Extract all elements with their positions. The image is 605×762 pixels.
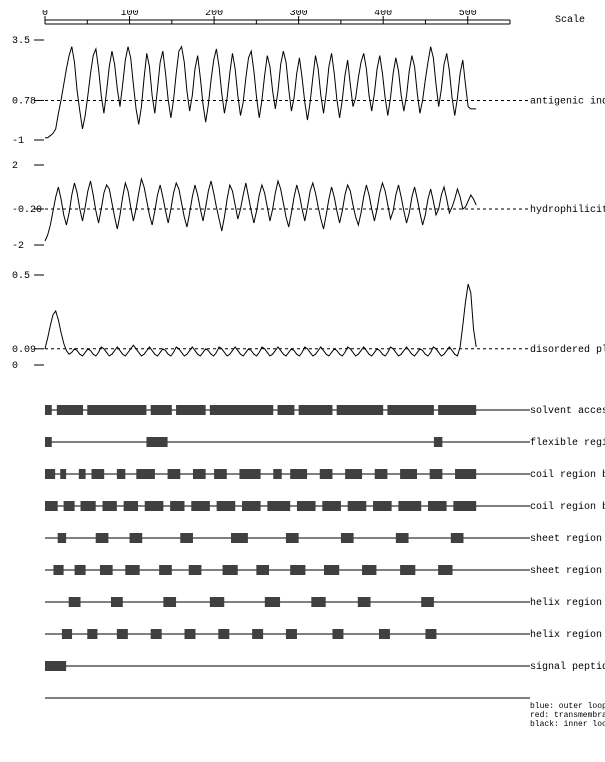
svg-text:flexible region: flexible region: [530, 437, 605, 449]
svg-text:0.5: 0.5: [12, 271, 30, 282]
svg-text:0.78: 0.78: [12, 96, 36, 107]
svg-text:hydrophilicity plot: hydrophilicity plot: [530, 204, 605, 216]
svg-text:coil region by method 2: coil region by method 2: [530, 501, 605, 513]
svg-text:sheet region by method 1: sheet region by method 1: [530, 533, 605, 545]
svg-text:disordered plot: disordered plot: [530, 344, 605, 356]
svg-text:signal peptide: signal peptide: [530, 661, 605, 673]
svg-text:200: 200: [205, 10, 223, 19]
svg-text:sheet region by method 2: sheet region by method 2: [530, 565, 605, 577]
chart-svg: 0 100 200 300 400 500 Scale 3.5 0.78 -1 antigenic …: [10, 10, 605, 750]
svg-text:300: 300: [290, 10, 308, 19]
svg-text:0: 0: [42, 10, 48, 19]
svg-text:helix region by method 2: helix region by method 2: [530, 629, 605, 641]
svg-text:400: 400: [374, 10, 392, 19]
protein-analysis-chart: 0100200300400500Scale3.50.78-1antigenic …: [10, 10, 595, 750]
svg-text:-0.20: -0.20: [12, 205, 42, 216]
svg-text:0.09: 0.09: [12, 345, 36, 356]
svg-text:-2: -2: [12, 241, 24, 252]
svg-text:0: 0: [12, 361, 18, 372]
svg-text:blue: outer loops: blue: outer loops: [530, 702, 605, 711]
svg-text:2: 2: [12, 161, 18, 172]
svg-text:100: 100: [121, 10, 139, 19]
svg-text:solvent accessibility: solvent accessibility: [530, 405, 605, 417]
svg-text:red: transmembrane regions: red: transmembrane regions: [530, 711, 605, 720]
svg-text:3.5: 3.5: [12, 36, 30, 47]
svg-text:500: 500: [459, 10, 477, 19]
svg-text:coil region by method 1: coil region by method 1: [530, 469, 605, 481]
svg-text:-1: -1: [12, 136, 24, 147]
svg-text:black: inner loops: black: inner loops: [530, 720, 605, 729]
svg-text:helix region by method 1: helix region by method 1: [530, 597, 605, 609]
svg-text:antigenic index: antigenic index: [530, 95, 605, 107]
svg-text:Scale: Scale: [555, 14, 585, 26]
